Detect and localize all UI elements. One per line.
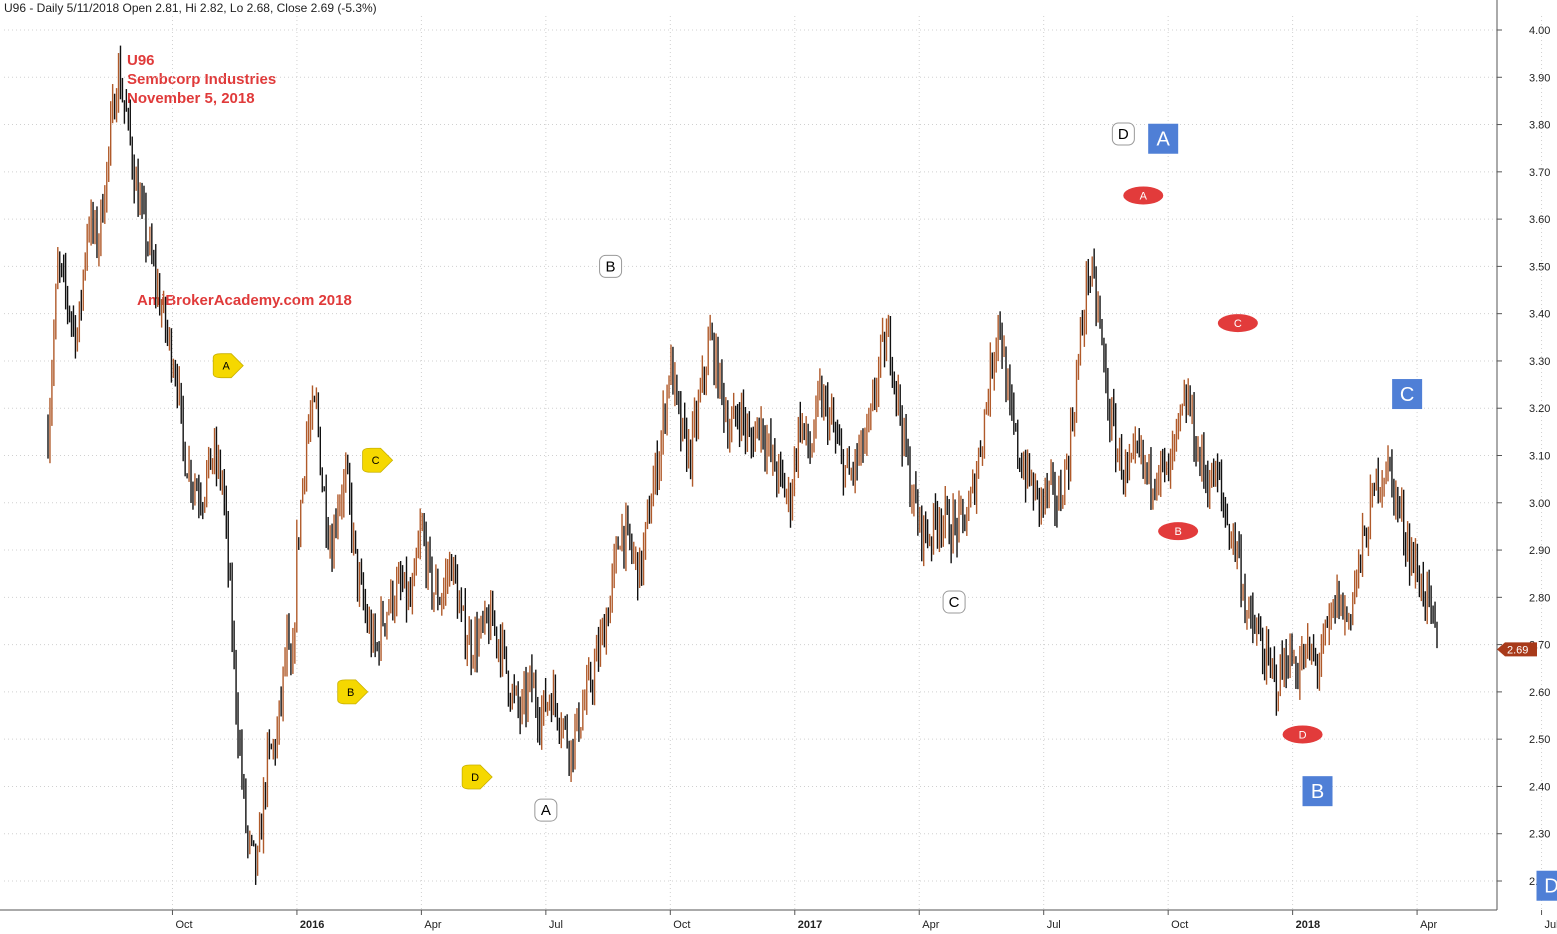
yellow-marker-shape	[337, 679, 369, 705]
y-tick-label: 3.60	[1529, 214, 1550, 226]
wave-label-text: D	[471, 772, 479, 784]
y-tick-label: 2.90	[1529, 545, 1550, 557]
wave-label-text: B	[347, 687, 354, 699]
wave-label-text: D	[1118, 126, 1129, 143]
y-tick-label: 2.50	[1529, 734, 1550, 746]
red-marker-shape	[1123, 186, 1164, 205]
y-axis: 2.202.302.402.502.602.702.802.903.003.10…	[1496, 0, 1550, 910]
blue-marker-shape	[1302, 776, 1333, 807]
wave-label-red-c: C	[1217, 314, 1258, 333]
y-tick-label: 3.20	[1529, 403, 1550, 415]
wave-label-text: D	[1544, 876, 1557, 898]
wave-label-blue-c: C	[1392, 379, 1423, 410]
y-tick-label: 2.60	[1529, 687, 1550, 699]
y-tick-label: 3.00	[1529, 498, 1550, 510]
wave-label-text: C	[372, 455, 380, 467]
x-tick-label: Jul	[1047, 919, 1061, 931]
wave-labels: A B C D A B C D A B C D A B C D	[212, 122, 1557, 901]
wave-label-text: A	[541, 802, 551, 819]
company-name: Sembcorp Industries	[127, 71, 277, 88]
y-tick-label: 3.90	[1529, 72, 1550, 84]
wave-label-red-a: A	[1123, 186, 1164, 205]
wave-label-text: B	[1311, 781, 1324, 803]
wave-label-yellow-b: B	[337, 679, 369, 705]
ohlc-bars	[47, 45, 1438, 885]
yellow-marker-shape	[461, 764, 493, 790]
x-tick-label: Apr	[424, 919, 441, 931]
white-marker-shape	[1111, 122, 1135, 146]
y-tick-label: 2.30	[1529, 829, 1550, 841]
wave-label-text: A	[1157, 129, 1171, 151]
x-tick-label: Oct	[175, 919, 192, 931]
y-tick-label: 2.40	[1529, 781, 1550, 793]
y-tick-label: 3.70	[1529, 167, 1550, 179]
wave-label-white-c: C	[942, 590, 966, 614]
y-tick-label: 3.80	[1529, 120, 1550, 132]
y-tick-label: 2.80	[1529, 592, 1550, 604]
x-tick-label: Apr	[1420, 919, 1437, 931]
x-axis: Oct2016AprJulOct2017AprJulOct2018AprJulO…	[0, 909, 1557, 931]
x-tick-label: 2016	[300, 919, 324, 931]
wave-label-blue-d: D	[1536, 870, 1557, 901]
x-tick-label: 2018	[1296, 919, 1320, 931]
chart-header: U96 - Daily 5/11/2018 Open 2.81, Hi 2.82…	[4, 1, 377, 15]
red-marker-shape	[1158, 522, 1199, 541]
y-tick-label: 3.40	[1529, 309, 1550, 321]
wave-label-white-d: D	[1111, 122, 1135, 146]
wave-label-red-d: D	[1282, 725, 1323, 744]
red-marker-shape	[1217, 314, 1258, 333]
wave-label-text: C	[949, 594, 960, 611]
wave-label-text: D	[1299, 729, 1307, 741]
white-marker-shape	[599, 254, 623, 278]
wave-label-text: C	[1234, 318, 1242, 330]
x-tick-label: Jul	[1545, 919, 1557, 931]
wave-label-text: A	[223, 361, 231, 373]
wave-label-blue-b: B	[1302, 776, 1333, 807]
chart-title-block: U96 Sembcorp Industries November 5, 2018	[127, 51, 276, 108]
wave-label-text: A	[1140, 190, 1148, 202]
x-tick-label: 2017	[798, 919, 822, 931]
chart-date: November 5, 2018	[127, 90, 255, 107]
blue-marker-shape	[1392, 379, 1423, 410]
x-tick-label: Jul	[549, 919, 563, 931]
y-tick-label: 3.30	[1529, 356, 1550, 368]
x-tick-label: Oct	[1171, 919, 1188, 931]
ticker-symbol: U96	[127, 52, 155, 69]
grid	[4, 16, 1543, 910]
wave-label-text: C	[1400, 384, 1414, 406]
last-price-label: 2.69	[1507, 644, 1528, 656]
blue-marker-shape	[1536, 870, 1557, 901]
blue-marker-shape	[1148, 123, 1179, 154]
wave-label-yellow-c: C	[362, 447, 394, 473]
yellow-marker-shape	[362, 447, 394, 473]
wave-label-text: B	[606, 258, 616, 275]
x-tick-label: Apr	[922, 919, 939, 931]
wave-label-red-b: B	[1158, 522, 1199, 541]
wave-label-yellow-a: A	[212, 353, 244, 379]
last-price-tag	[1497, 642, 1537, 657]
wave-label-white-b: B	[599, 254, 623, 278]
watermark: AmiBrokerAcademy.com 2018	[137, 292, 352, 309]
y-tick-label: 3.10	[1529, 451, 1550, 463]
y-tick-label: 3.50	[1529, 261, 1550, 273]
red-marker-shape	[1282, 725, 1323, 744]
x-tick-label: Oct	[673, 919, 690, 931]
wave-label-yellow-d: D	[461, 764, 493, 790]
wave-label-white-a: A	[534, 798, 558, 822]
yellow-marker-shape	[212, 353, 244, 379]
white-marker-shape	[942, 590, 966, 614]
y-tick-label: 4.00	[1529, 25, 1550, 37]
wave-label-blue-a: A	[1148, 123, 1179, 154]
wave-label-text: B	[1174, 526, 1181, 538]
white-marker-shape	[534, 798, 558, 822]
